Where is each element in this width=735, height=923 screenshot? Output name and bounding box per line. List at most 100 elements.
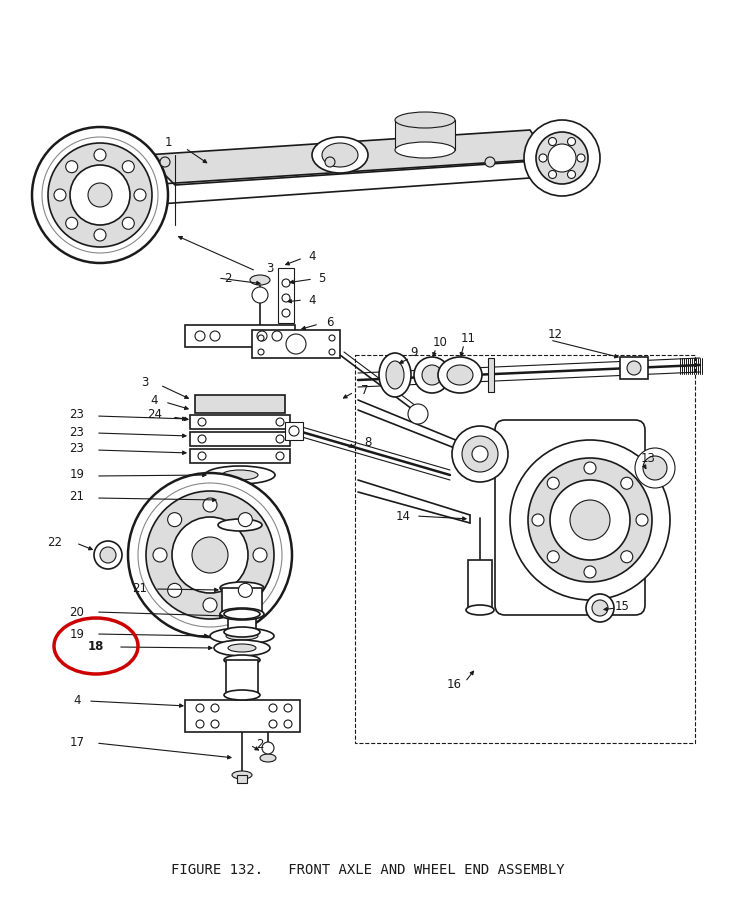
Text: 10: 10 <box>433 335 448 349</box>
Circle shape <box>94 541 122 569</box>
Circle shape <box>54 189 66 201</box>
Circle shape <box>570 500 610 540</box>
Circle shape <box>452 426 508 482</box>
Ellipse shape <box>228 644 256 652</box>
Bar <box>228 614 256 632</box>
Circle shape <box>462 436 498 472</box>
Bar <box>190 415 290 429</box>
Text: 6: 6 <box>326 316 334 329</box>
Text: 4: 4 <box>308 294 316 306</box>
Circle shape <box>94 229 106 241</box>
Circle shape <box>528 458 652 582</box>
Circle shape <box>548 477 559 489</box>
Circle shape <box>128 473 292 637</box>
Circle shape <box>210 331 220 341</box>
Text: 23: 23 <box>70 426 85 438</box>
Bar <box>285 422 303 440</box>
Text: 3: 3 <box>266 261 273 274</box>
Bar <box>190 449 290 463</box>
Ellipse shape <box>250 275 270 285</box>
Circle shape <box>284 720 292 728</box>
Circle shape <box>621 551 633 563</box>
Circle shape <box>586 594 614 622</box>
Circle shape <box>211 720 219 728</box>
Ellipse shape <box>260 754 276 762</box>
Text: 21: 21 <box>132 581 148 594</box>
Ellipse shape <box>214 640 270 656</box>
Circle shape <box>548 138 556 146</box>
Circle shape <box>325 157 335 167</box>
Circle shape <box>524 120 600 196</box>
Circle shape <box>627 361 641 375</box>
Bar <box>278 268 294 323</box>
Text: 13: 13 <box>641 451 656 464</box>
Text: 19: 19 <box>70 628 85 641</box>
Text: 2: 2 <box>257 737 264 750</box>
Text: 9: 9 <box>410 345 417 358</box>
Circle shape <box>550 480 630 560</box>
Circle shape <box>32 127 168 263</box>
Bar <box>237 775 247 783</box>
Ellipse shape <box>312 137 368 173</box>
Ellipse shape <box>232 771 252 779</box>
Circle shape <box>592 600 608 616</box>
Circle shape <box>485 157 495 167</box>
Circle shape <box>276 452 284 460</box>
Ellipse shape <box>447 365 473 385</box>
Ellipse shape <box>322 143 358 167</box>
Circle shape <box>284 704 292 712</box>
Circle shape <box>289 426 299 436</box>
Circle shape <box>153 548 167 562</box>
Circle shape <box>252 287 268 303</box>
Text: 21: 21 <box>70 490 85 504</box>
Circle shape <box>203 598 217 612</box>
Ellipse shape <box>438 357 482 393</box>
Circle shape <box>258 349 264 355</box>
Circle shape <box>286 334 306 354</box>
Circle shape <box>257 331 267 341</box>
Ellipse shape <box>422 365 442 385</box>
Circle shape <box>584 566 596 578</box>
Circle shape <box>172 517 248 593</box>
Circle shape <box>536 132 588 184</box>
Circle shape <box>198 435 206 443</box>
Bar <box>226 660 258 695</box>
Text: 24: 24 <box>148 409 162 422</box>
Text: 8: 8 <box>365 437 372 450</box>
Text: 22: 22 <box>48 535 62 548</box>
Circle shape <box>635 448 675 488</box>
Circle shape <box>567 171 576 178</box>
Ellipse shape <box>466 605 494 615</box>
Circle shape <box>282 309 290 317</box>
Ellipse shape <box>379 353 411 397</box>
Circle shape <box>100 547 116 563</box>
Circle shape <box>134 189 146 201</box>
Text: 4: 4 <box>74 693 81 706</box>
Circle shape <box>282 294 290 302</box>
Circle shape <box>577 154 585 162</box>
Circle shape <box>88 183 112 207</box>
Bar <box>195 395 285 413</box>
Text: 19: 19 <box>70 469 85 482</box>
Polygon shape <box>145 130 550 185</box>
Circle shape <box>567 138 576 146</box>
Ellipse shape <box>224 609 260 619</box>
Ellipse shape <box>224 655 260 665</box>
Circle shape <box>539 154 547 162</box>
Bar <box>190 432 290 446</box>
Circle shape <box>160 157 170 167</box>
FancyBboxPatch shape <box>495 420 645 615</box>
Text: 14: 14 <box>395 509 411 522</box>
Text: 4: 4 <box>308 250 316 263</box>
Ellipse shape <box>210 628 274 644</box>
Bar <box>355 355 695 743</box>
Circle shape <box>168 512 182 527</box>
Circle shape <box>122 161 135 173</box>
Circle shape <box>122 217 135 229</box>
Bar <box>185 700 300 732</box>
Bar <box>620 357 648 379</box>
Circle shape <box>272 331 282 341</box>
Ellipse shape <box>224 690 260 700</box>
Circle shape <box>269 704 277 712</box>
Circle shape <box>198 452 206 460</box>
